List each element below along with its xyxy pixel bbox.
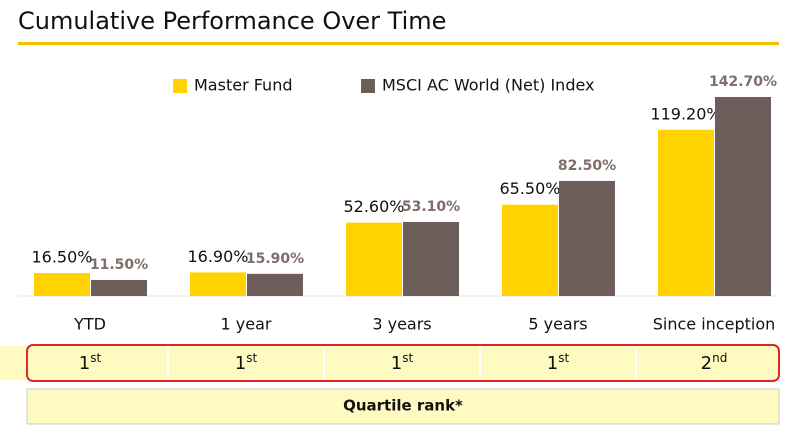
value-label: 142.70% bbox=[709, 74, 777, 90]
rank-suffix: st bbox=[402, 351, 413, 365]
bar bbox=[715, 97, 771, 296]
value-label: 82.50% bbox=[558, 158, 616, 174]
x-tick-label: YTD bbox=[73, 315, 106, 334]
bar bbox=[559, 180, 615, 296]
quartile-label: Quartile rank* bbox=[343, 397, 463, 415]
rank-suffix: st bbox=[558, 351, 569, 365]
rank-number: 1 bbox=[235, 353, 246, 374]
quartile-rank: 1st bbox=[391, 351, 414, 375]
quartile-box bbox=[26, 388, 780, 425]
bar bbox=[247, 273, 303, 296]
rank-number: 1 bbox=[547, 353, 558, 374]
bar bbox=[403, 221, 459, 296]
rank-suffix: st bbox=[90, 351, 101, 365]
rank-strip bbox=[0, 346, 28, 380]
value-label: 52.60% bbox=[343, 197, 404, 216]
rank-suffix: nd bbox=[712, 351, 727, 365]
rank-suffix: st bbox=[246, 351, 257, 365]
value-label: 65.50% bbox=[499, 179, 560, 198]
x-tick-label: 3 years bbox=[372, 315, 431, 334]
x-tick-label: 1 year bbox=[221, 315, 272, 334]
quartile-rank: 1st bbox=[235, 351, 258, 375]
bar bbox=[91, 279, 147, 296]
value-label: 119.20% bbox=[650, 104, 721, 123]
legend-swatch bbox=[173, 79, 187, 93]
value-label: 11.50% bbox=[90, 257, 148, 273]
rank-number: 1 bbox=[391, 353, 402, 374]
quartile-rank: 1st bbox=[79, 351, 102, 375]
value-label: 16.90% bbox=[187, 247, 248, 266]
quartile-rank: 2nd bbox=[701, 351, 728, 375]
bar bbox=[34, 272, 90, 296]
title-underline bbox=[18, 42, 779, 45]
bar bbox=[658, 129, 714, 296]
x-tick-label: 5 years bbox=[528, 315, 587, 334]
rank-row bbox=[26, 344, 780, 382]
rank-number: 2 bbox=[701, 353, 712, 374]
value-label: 15.90% bbox=[246, 251, 304, 267]
x-tick-label: Since inception bbox=[653, 315, 776, 334]
value-label: 16.50% bbox=[31, 247, 92, 266]
quartile-rank: 1st bbox=[547, 351, 570, 375]
bar bbox=[346, 222, 402, 296]
chart-title: Cumulative Performance Over Time bbox=[18, 7, 446, 35]
value-label: 53.10% bbox=[402, 199, 460, 215]
legend-swatch bbox=[361, 79, 375, 93]
rank-number: 1 bbox=[79, 353, 90, 374]
bar bbox=[502, 204, 558, 296]
bar bbox=[190, 272, 246, 296]
legend-label: MSCI AC World (Net) Index bbox=[382, 76, 595, 95]
legend-label: Master Fund bbox=[194, 76, 293, 95]
